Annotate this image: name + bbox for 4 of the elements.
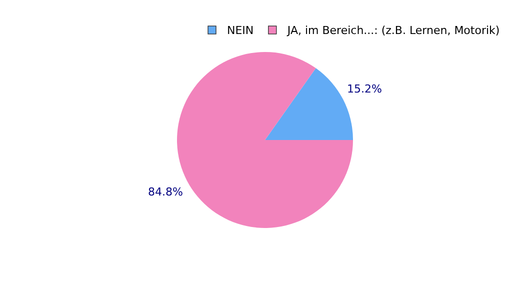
legend-label: JA, im Bereich...: (z.B. Lernen, Motorik) [286,24,500,37]
data-label: 84.8% [148,185,184,198]
legend-label: NEIN [227,24,254,37]
data-label: 15.2% [346,82,382,96]
